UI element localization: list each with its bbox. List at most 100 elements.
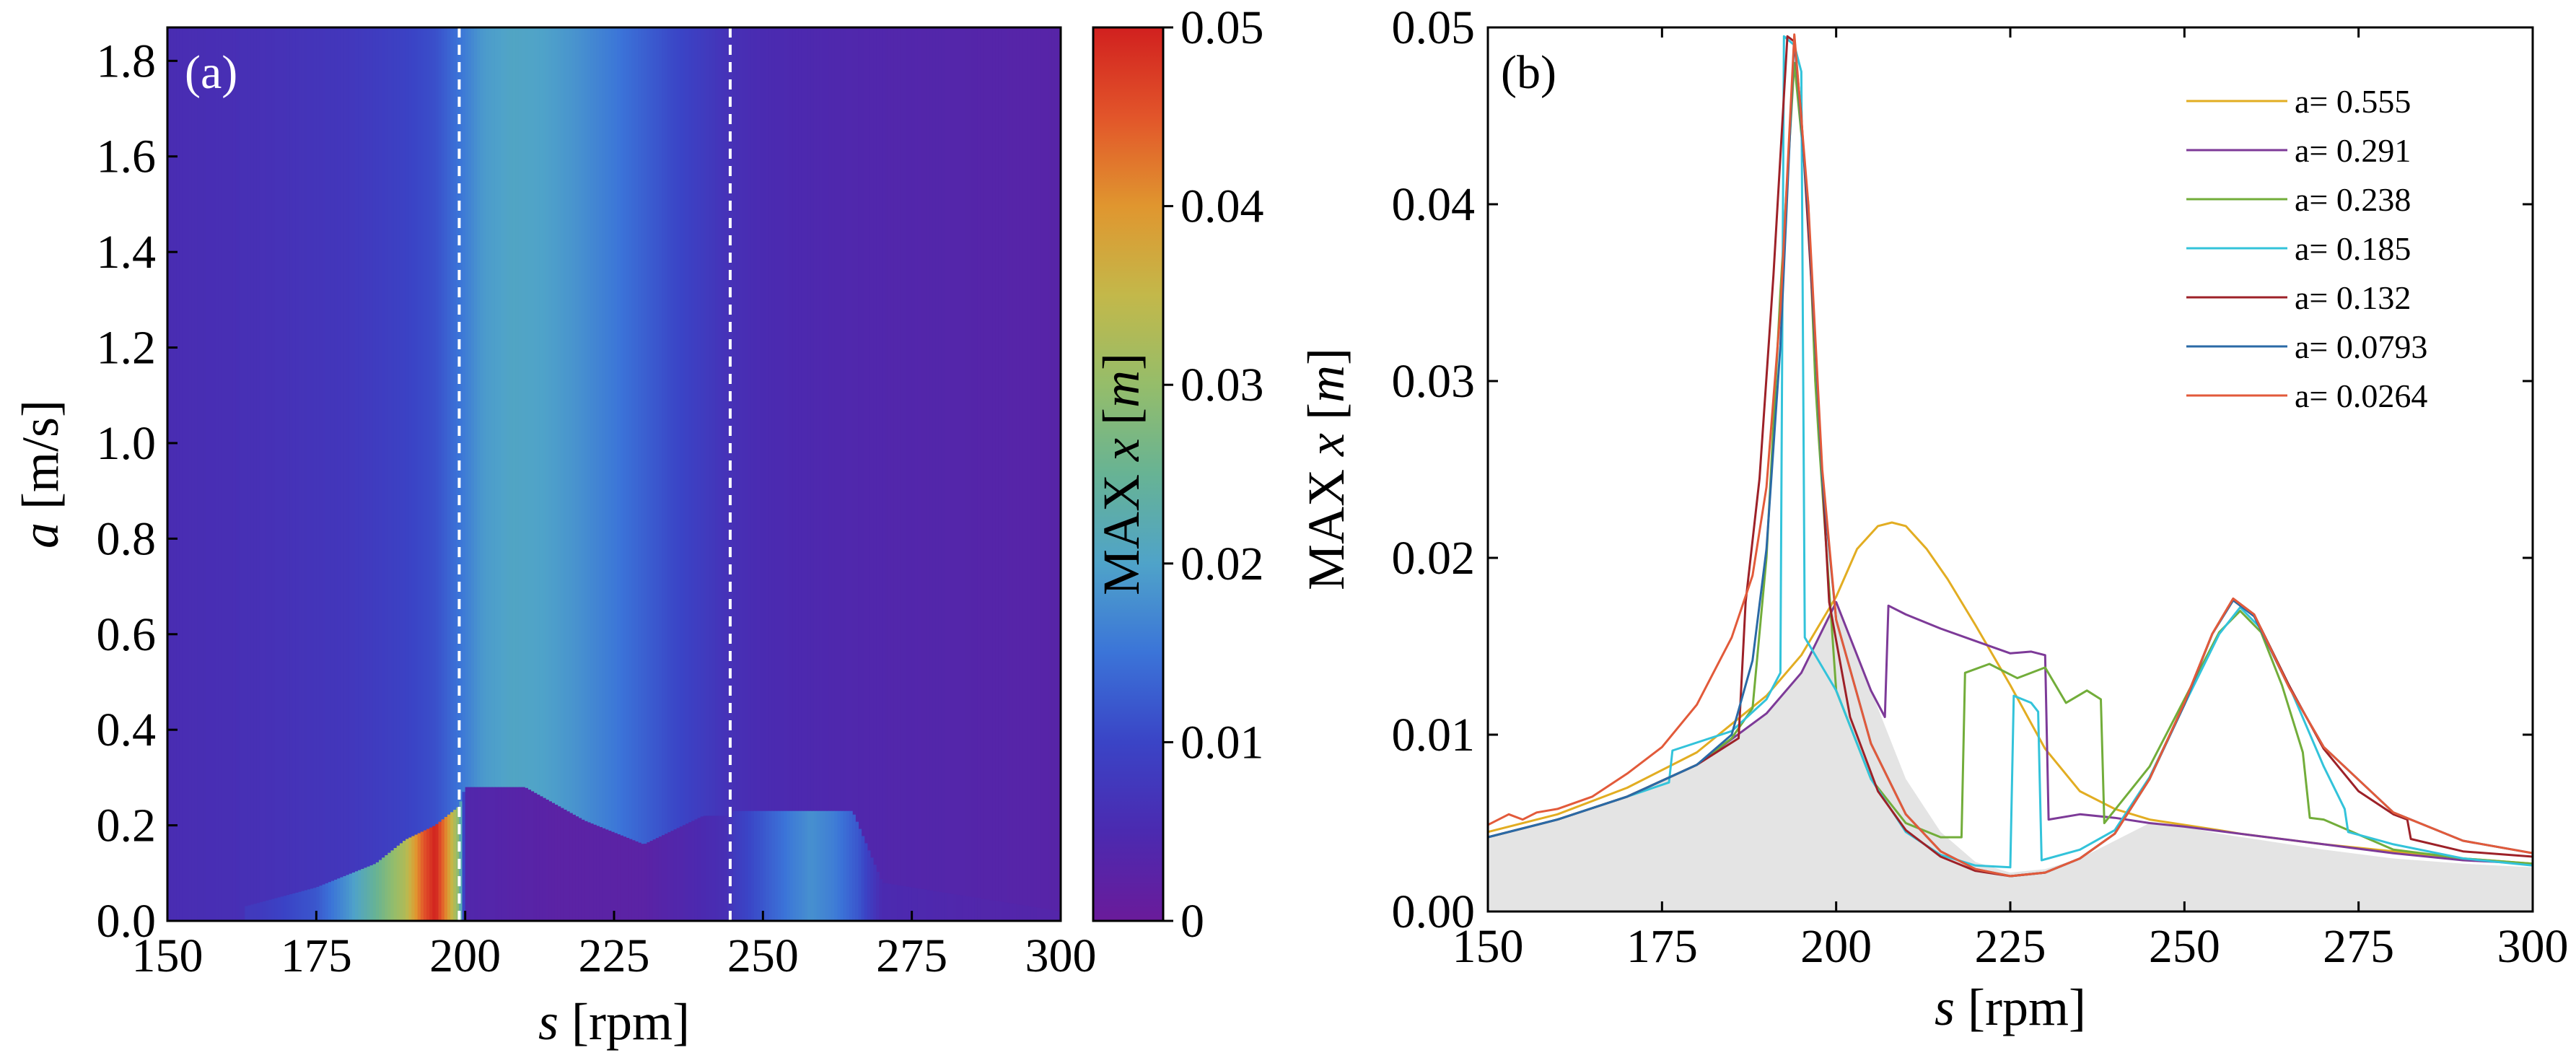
heatmap-cell xyxy=(432,826,436,921)
heatmap-cell xyxy=(453,810,457,921)
heatmap-cell xyxy=(245,906,249,921)
heatmap-cell xyxy=(956,894,960,921)
heatmap-cell xyxy=(426,27,430,921)
y-tick-label: 0.0 xyxy=(97,895,157,948)
heatmap-cell xyxy=(435,27,439,921)
heatmap-cell xyxy=(903,886,907,921)
heatmap-cell xyxy=(938,27,942,921)
heatmap-cell xyxy=(1004,902,1008,921)
heatmap-cell xyxy=(382,27,385,921)
heatmap-cell xyxy=(924,27,927,921)
y-tick-label: 1.6 xyxy=(97,131,157,183)
heatmap-cell xyxy=(393,27,398,921)
colorbar-label-close: ] xyxy=(1092,353,1150,370)
heatmap-cell xyxy=(259,902,263,921)
heatmap-cell xyxy=(361,869,364,921)
colorbar-ticks: 0 0.01 0.02 0.03 0.04 0.05 xyxy=(1163,1,1264,948)
heatmap-cell xyxy=(763,810,767,921)
heatmap-cell xyxy=(777,27,781,921)
heatmap-cell xyxy=(575,27,579,921)
y-tick-label: 0.8 xyxy=(97,512,157,565)
heatmap-cell xyxy=(864,843,868,921)
heatmap-cell xyxy=(1051,27,1056,921)
y-tick-label: 1.8 xyxy=(97,35,157,87)
heatmap-cell xyxy=(1046,27,1050,921)
heatmap-cell xyxy=(468,787,472,921)
heatmap-cell xyxy=(950,27,955,921)
heatmap-cell xyxy=(283,896,287,921)
heatmap-cell xyxy=(801,810,805,921)
heatmap-cell xyxy=(1022,905,1026,921)
heatmap-cell xyxy=(188,27,192,921)
heatmap-cell xyxy=(462,792,466,921)
heatmap-cell xyxy=(1012,904,1017,921)
heatmap-cell xyxy=(474,787,478,921)
heatmap-cell xyxy=(498,787,501,921)
heatmap-cell xyxy=(316,886,320,921)
heatmap-cell xyxy=(266,900,269,921)
heatmap-cell xyxy=(256,903,260,921)
heatmap-cell xyxy=(781,810,784,921)
heatmap-cell xyxy=(831,810,835,921)
heatmap-cell xyxy=(730,27,734,921)
heatmap-cell xyxy=(406,27,409,921)
heatmap-cell xyxy=(1043,27,1046,921)
heatmap-cell xyxy=(343,27,347,921)
heatmap-cell xyxy=(679,27,683,921)
heatmap-cell xyxy=(322,27,326,921)
heatmap-x-ticks: 150 175 200 225 250 275 300 xyxy=(132,911,1097,982)
heatmap-cell xyxy=(599,27,603,921)
heatmap-cell xyxy=(1012,27,1017,921)
heatmap-cell xyxy=(247,905,252,921)
heatmap-cell xyxy=(605,27,609,921)
heatmap-cell xyxy=(784,27,787,921)
heatmap-cell xyxy=(211,27,216,921)
heatmap-cell xyxy=(828,810,832,921)
heatmap-cell xyxy=(313,27,317,921)
heatmap-cell xyxy=(647,27,651,921)
heatmap-cell xyxy=(301,891,305,921)
heatmap-cell xyxy=(879,27,882,921)
heatmap-cell xyxy=(971,27,975,921)
heatmap-cell xyxy=(354,27,359,921)
heatmap-cell xyxy=(685,823,689,921)
heatmap-cell xyxy=(620,835,623,921)
heatmap-cell xyxy=(998,27,1002,921)
heatmap-cell xyxy=(855,27,859,921)
heatmap-cell xyxy=(688,27,692,921)
heatmap-cell xyxy=(581,819,585,921)
heatmap-cell xyxy=(718,816,722,921)
y-tick-label: 0.01 xyxy=(1392,709,1476,761)
heatmap-cell xyxy=(364,27,368,921)
heatmap-cell xyxy=(846,810,850,921)
heatmap-cell xyxy=(816,27,820,921)
heatmap-cell xyxy=(539,27,543,921)
heatmap-cell xyxy=(1030,27,1035,921)
heatmap-cell xyxy=(367,866,371,921)
heatmap-cell xyxy=(911,887,916,921)
heatmap-cell xyxy=(638,842,641,921)
heatmap-cell xyxy=(843,27,847,921)
heatmap-cell xyxy=(340,27,344,921)
line-chart-y-axis-prefix: MAX xyxy=(1297,456,1355,590)
heatmap-cell xyxy=(587,27,591,921)
y-tick-label: 0.02 xyxy=(1392,532,1476,585)
heatmap-cell xyxy=(593,27,597,921)
y-tick-label: 1.2 xyxy=(97,322,157,375)
heatmap-cell xyxy=(298,27,302,921)
series-line xyxy=(1488,61,2533,865)
heatmap-cell xyxy=(486,27,490,921)
x-tick-label: 250 xyxy=(727,930,799,982)
heatmap-cell xyxy=(873,27,877,921)
heatmap-cell xyxy=(1040,27,1043,921)
heatmap-cell xyxy=(753,810,758,921)
heatmap-cell xyxy=(816,810,820,921)
heatmap-cell xyxy=(200,27,204,921)
heatmap-cell xyxy=(885,27,889,921)
heatmap-cell xyxy=(557,27,561,921)
heatmap-cell xyxy=(703,27,707,921)
colorbar-tick-label: 0.03 xyxy=(1180,359,1264,411)
heatmap-cell xyxy=(626,27,630,921)
heatmap-cell xyxy=(423,830,427,921)
heatmap-cell xyxy=(766,27,770,921)
